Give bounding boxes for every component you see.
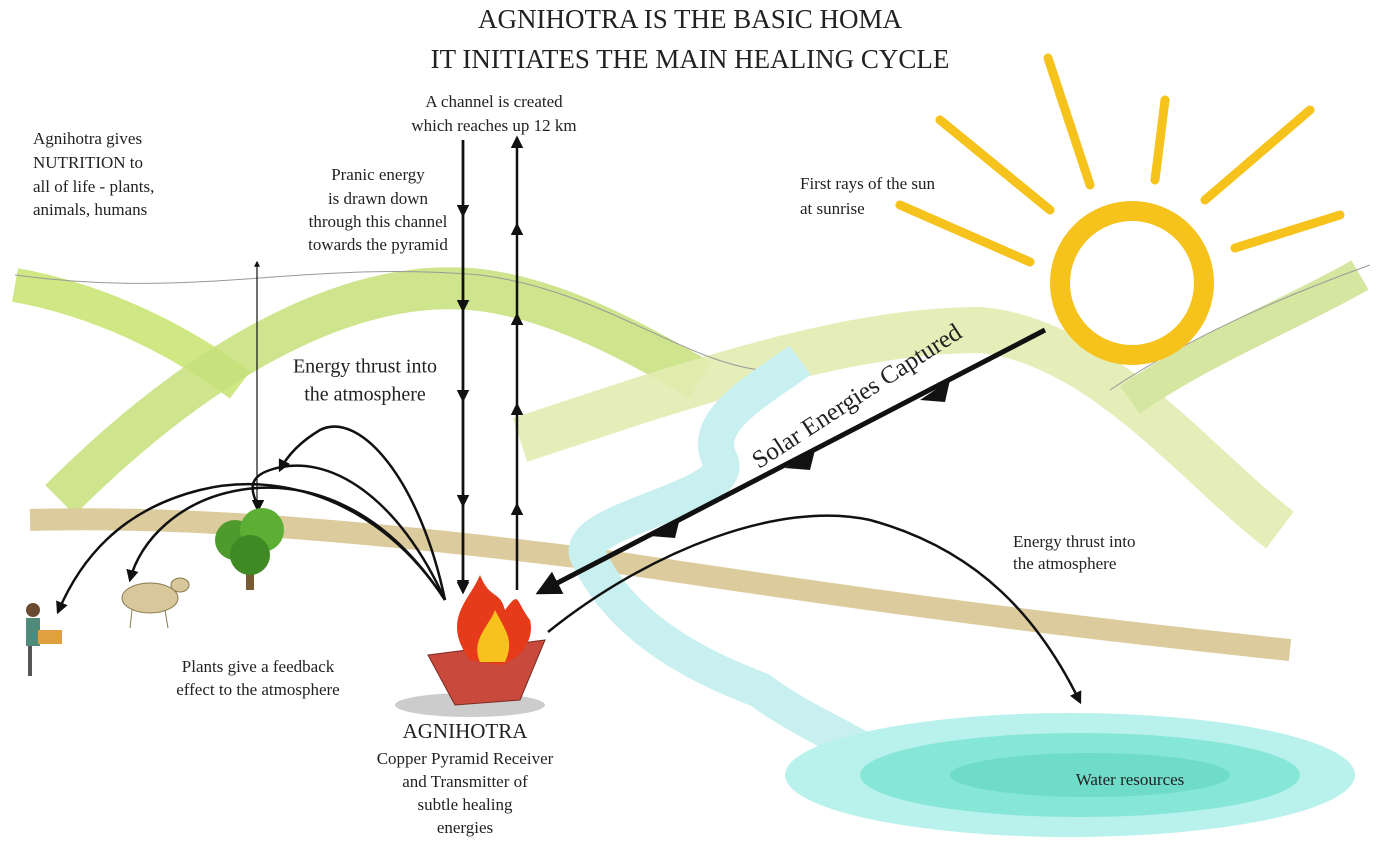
label: at sunrise: [800, 199, 865, 218]
label: through this channel: [309, 212, 448, 231]
label: First rays of the sun: [800, 174, 936, 193]
diagram: AGNIHOTRA IS THE BASIC HOMA IT INITIATES…: [0, 0, 1378, 848]
label: Water resources: [1076, 770, 1185, 789]
label: the atmosphere: [1013, 554, 1116, 573]
label: energies: [437, 818, 493, 837]
label: A channel is created: [425, 92, 563, 111]
label: the atmosphere: [304, 384, 426, 406]
cow: [122, 578, 189, 628]
label: towards the pyramid: [308, 235, 448, 254]
label: Plants give a feedback: [182, 657, 335, 676]
label: Energy thrust into: [1013, 532, 1135, 551]
label: effect to the atmosphere: [176, 680, 339, 699]
label: which reaches up 12 km: [411, 116, 576, 135]
title: AGNIHOTRA IS THE BASIC HOMA: [478, 4, 903, 34]
title: IT INITIATES THE MAIN HEALING CYCLE: [431, 44, 950, 74]
label: is drawn down: [328, 189, 429, 208]
label: and Transmitter of: [402, 772, 528, 791]
label: Agnihotra gives: [33, 129, 142, 148]
person: [26, 603, 62, 676]
label: Energy thrust into: [293, 356, 437, 378]
label: animals, humans: [33, 200, 147, 219]
label: Pranic energy: [331, 165, 425, 184]
label: AGNIHOTRA: [403, 719, 529, 743]
label: Copper Pyramid Receiver: [377, 749, 554, 768]
label: NUTRITION to: [33, 153, 143, 172]
agnihotra-pyramid: [395, 575, 545, 717]
label: subtle healing: [418, 795, 513, 814]
label: all of life - plants,: [33, 177, 154, 196]
